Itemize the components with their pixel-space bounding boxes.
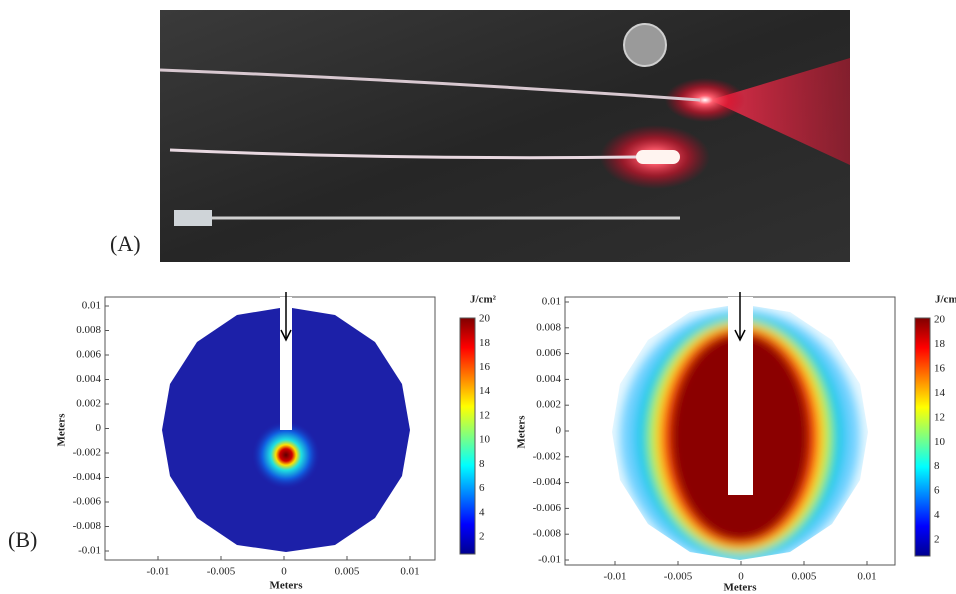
y-tick-label: 0.006 [536, 347, 561, 359]
y-tick-label: 0.004 [76, 373, 101, 385]
y-tick-label: -0.004 [533, 476, 562, 488]
colorbar-tick-label: 2 [934, 534, 940, 546]
x-tick-label: -0.01 [604, 571, 627, 583]
y-tick-label: 0 [556, 425, 562, 437]
x-tick-label: -0.005 [207, 566, 236, 578]
arrow-head [280, 329, 292, 342]
colorbar-tick-label: 16 [479, 361, 491, 373]
colorbar-tick-label: 10 [934, 436, 946, 448]
x-tick-label: 0 [281, 566, 287, 578]
x-tick-label: 0.005 [792, 571, 817, 583]
y-tick-label: -0.01 [538, 554, 561, 566]
colorbar-tick-label: 8 [934, 460, 940, 472]
hotspot [252, 421, 320, 489]
fiber-slot [280, 297, 292, 430]
x-tick-label: 0.01 [400, 566, 419, 578]
panel-label: (B) [8, 527, 37, 552]
y-tick-label: -0.006 [533, 502, 562, 514]
colorbar-tick-label: 16 [934, 362, 946, 374]
photo [160, 10, 850, 262]
y-tick-label: -0.006 [73, 496, 102, 508]
colorbar-tick-label: 4 [479, 506, 485, 518]
y-tick-label: 0.006 [76, 349, 101, 361]
colorbar-tick-label: 2 [479, 531, 485, 543]
x-tick-label: -0.01 [147, 566, 170, 578]
y-tick-label: 0.008 [536, 321, 561, 333]
diffuser [636, 150, 680, 164]
colorbar-tick-label: 10 [479, 434, 491, 446]
colorbar-tick-label: 14 [934, 387, 946, 399]
panel-label: (A) [110, 231, 141, 256]
y-tick-label: -0.008 [73, 520, 102, 532]
light-cone [710, 58, 850, 165]
x-tick-label: 0 [738, 571, 744, 583]
y-tick-label: 0 [96, 422, 102, 434]
colorbar-label: J/cm² [935, 294, 956, 306]
glow [665, 78, 745, 122]
colorbar [459, 317, 476, 555]
x-tick-label: 0.005 [335, 566, 360, 578]
y-tick-label: -0.008 [533, 528, 562, 540]
x-tick-label: -0.005 [664, 571, 693, 583]
y-tick-label: 0.004 [536, 373, 561, 385]
colorbar-tick-label: 6 [934, 485, 940, 497]
colorbar-tick-label: 20 [479, 313, 491, 325]
colorbar-tick-label: 18 [934, 338, 946, 350]
y-axis-label: Meters [56, 413, 68, 447]
needle-hub [174, 210, 212, 226]
y-tick-label: -0.002 [73, 447, 101, 459]
y-tick-label: 0.002 [76, 398, 101, 410]
colorbar-tick-label: 20 [934, 314, 946, 326]
colorbar-tick-label: 12 [934, 411, 945, 423]
colorbar-tick-label: 6 [479, 482, 485, 494]
y-tick-label: -0.002 [533, 450, 561, 462]
y-tick-label: 0.01 [542, 296, 561, 308]
y-axis-label: Meters [516, 415, 528, 449]
fiber [159, 68, 701, 102]
colorbar-tick-label: 14 [479, 385, 491, 397]
y-tick-label: -0.01 [78, 545, 101, 557]
fiber [169, 148, 641, 160]
colorbar-tick-label: 8 [479, 458, 485, 470]
colorbar [914, 317, 931, 557]
y-tick-label: 0.002 [536, 399, 561, 411]
x-tick-label: 0.01 [857, 571, 876, 583]
colorbar-label: J/cm² [470, 294, 497, 306]
arrow-head [734, 329, 746, 342]
colorbar-tick-label: 18 [479, 337, 491, 349]
x-axis-label: Meters [724, 582, 758, 594]
colorbar-tick-label: 4 [934, 509, 940, 521]
y-tick-label: 0.01 [82, 300, 101, 312]
x-axis-label: Meters [270, 580, 304, 592]
y-tick-label: 0.008 [76, 324, 101, 336]
colorbar-tick-label: 12 [479, 409, 490, 421]
y-tick-label: -0.004 [73, 471, 102, 483]
coin [623, 23, 667, 67]
